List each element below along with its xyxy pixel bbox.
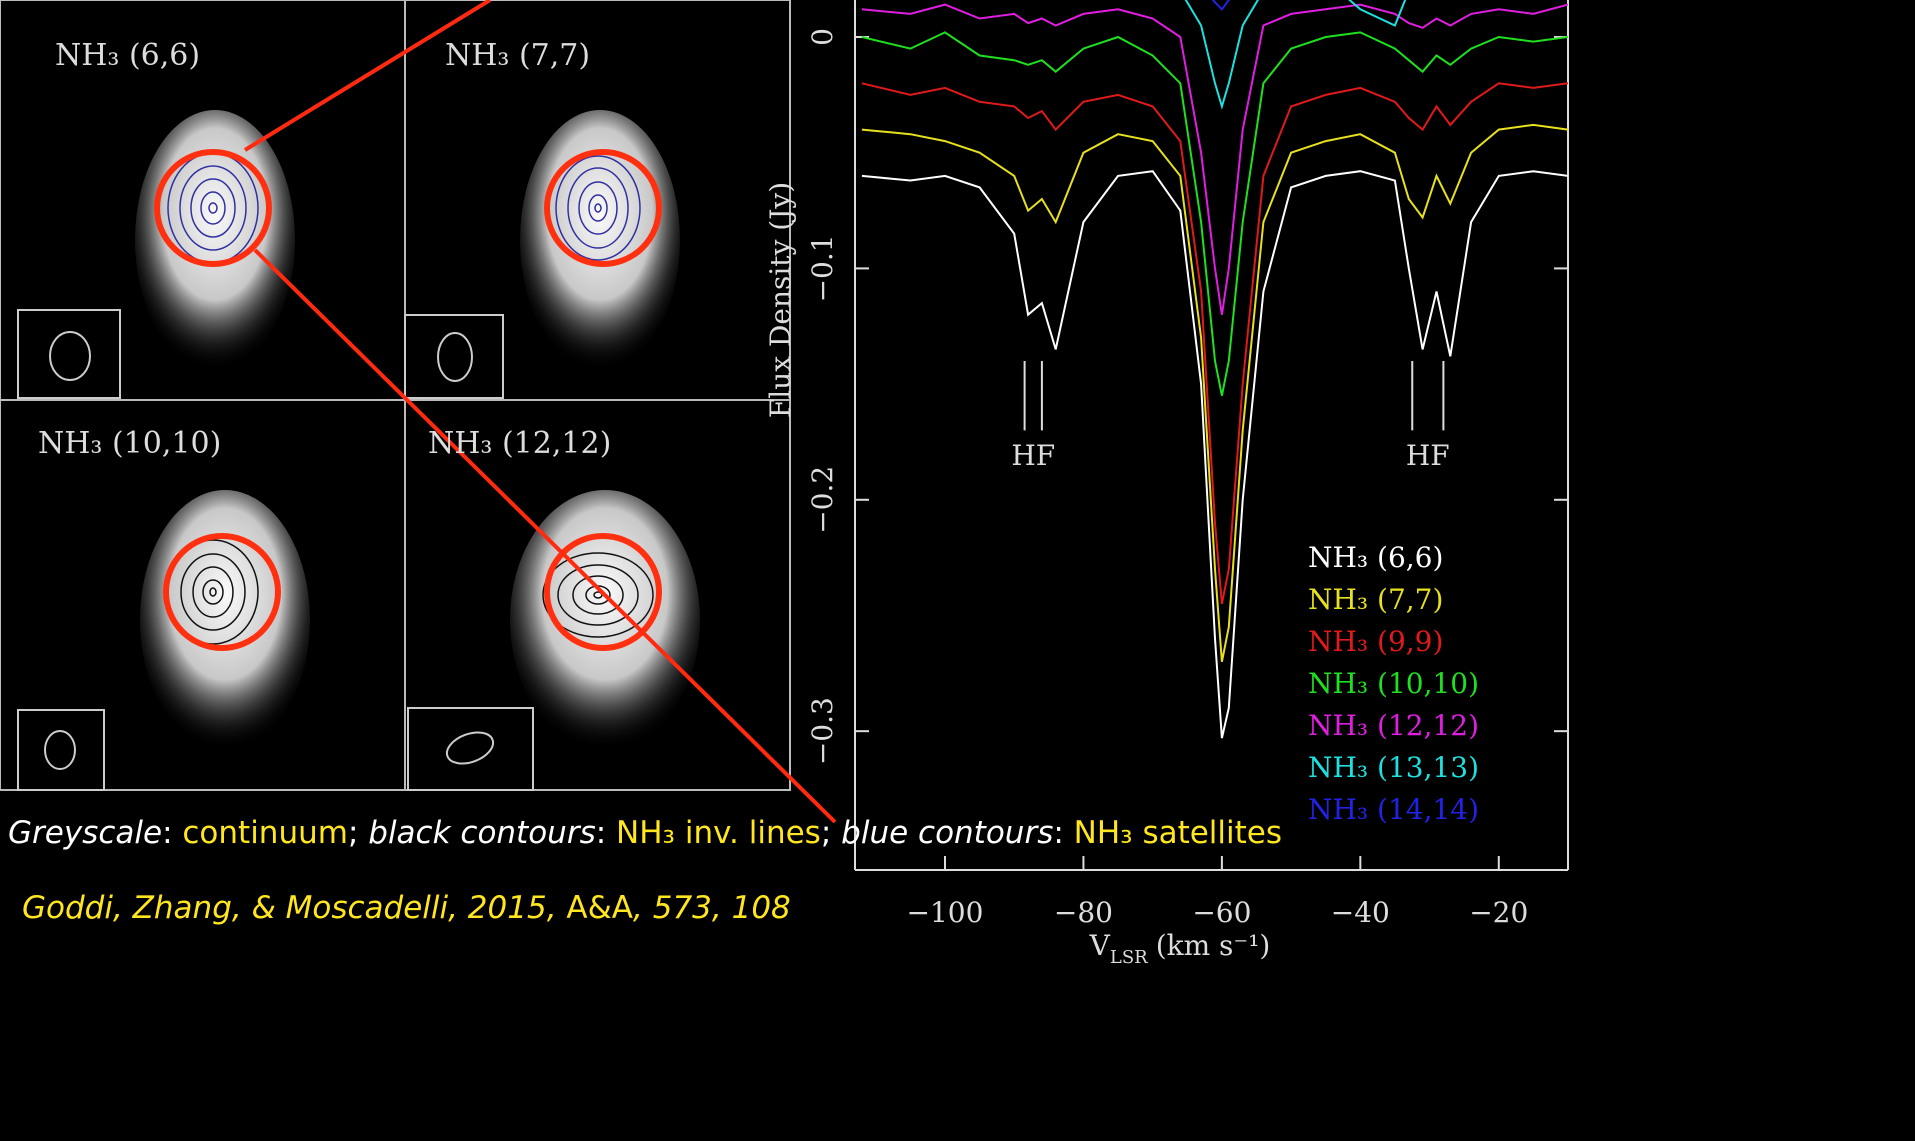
panel-label: NH₃ (12,12) [428,426,611,461]
spectrum-line [861,82,1568,605]
x-tick-label: −100 [907,896,984,929]
citation-part: A&A [566,890,633,926]
highlight-circles [154,149,662,651]
spectrum-line [861,31,1568,396]
legend-entry: NH₃ (10,10) [1308,667,1479,700]
legend-entry: NH₃ (9,9) [1308,625,1443,658]
panel-label: NH₃ (7,7) [445,38,590,73]
caption-part: continuum [182,815,348,851]
spectrum-line [1184,0,1407,110]
spectrum-line [861,170,1568,739]
caption-part: : [596,815,616,851]
y-tick-label: −0.1 [806,234,839,302]
caption-part: black contours [368,815,595,851]
hf-label: HF [1011,439,1055,472]
spectrum-line [861,123,1568,662]
legend-entry: NH₃ (14,14) [1308,793,1479,826]
y-axis-label: Flux Density (Jy) [764,182,797,418]
legend-entry: NH₃ (7,7) [1308,583,1443,616]
legend-entry: NH₃ (6,6) [1308,541,1443,574]
caption-part: ; [348,815,368,851]
y-tick-label: −0.3 [806,697,839,765]
panel-label: NH₃ (10,10) [38,426,221,461]
x-tick-label: −80 [1054,896,1113,929]
spectrum-line [861,3,1568,315]
beam-boxes [17,309,534,791]
spectrum-line [1211,0,1231,11]
x-label-unit: (km s⁻¹) [1156,929,1271,962]
legend-entry: NH₃ (12,12) [1308,709,1479,742]
x-axis-label: VLSR (km s⁻¹) [1089,929,1271,968]
caption-part: : [162,815,182,851]
x-tick-label: −40 [1331,896,1390,929]
caption-part: ; [821,815,841,851]
legend-entry: NH₃ (13,13) [1308,751,1479,784]
caption-line2: Goddi, Zhang, & Moscadelli, 2015, A&A, 5… [22,890,791,926]
citation-part: , 573, 108 [633,890,791,926]
citation-part: Goddi, Zhang, & Moscadelli, 2015, [22,890,566,926]
callout-lines [243,0,837,824]
caption-part: : [1053,815,1073,851]
panel-label: NH₃ (6,6) [55,38,200,73]
y-tick-label: −0.2 [806,466,839,534]
plot-area [861,0,1568,739]
y-tick-label: 0 [806,28,839,46]
x-tick-label: −60 [1192,896,1251,929]
hf-label: HF [1406,439,1450,472]
x-label-subscript: LSR [1110,947,1148,968]
caption-part: Greyscale [8,815,162,851]
spectrum-plot: 0 −0.1 −0.2 −0.3 −100 −80 −60 −40 −20 HF HF NH₃ (6,… [806,0,1569,929]
caption-part: NH₃ satellites [1074,815,1282,851]
x-tick-label: −20 [1469,896,1528,929]
caption-part: NH₃ inv. lines [616,815,821,851]
caption-line1: Greyscale: continuum; black contours: NH… [8,815,1282,851]
caption-part: blue contours [841,815,1053,851]
x-label-symbol: V [1089,929,1111,962]
